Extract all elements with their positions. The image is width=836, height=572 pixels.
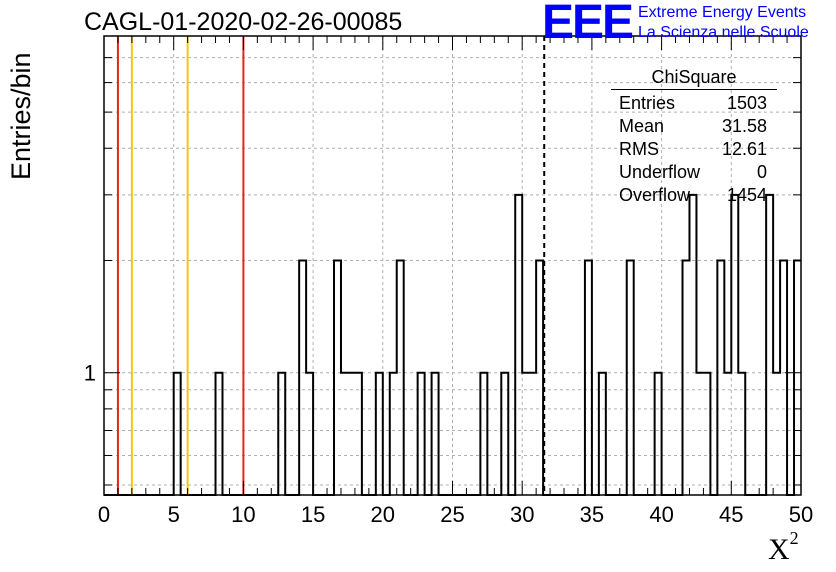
histogram-bin <box>432 373 439 495</box>
stats-value: 1503 <box>726 93 767 113</box>
histogram-bin <box>529 373 536 495</box>
histogram-bin <box>216 373 223 495</box>
stats-box-title: ChiSquare <box>611 67 777 90</box>
stats-row-overflow: Overflow 1454 <box>611 184 777 207</box>
eee-logo-mark: EEE <box>542 0 634 49</box>
stats-value: 31.58 <box>721 116 767 136</box>
histogram-bin <box>703 373 710 495</box>
x-axis-label: X2 <box>768 528 799 567</box>
stats-row-mean: Mean 31.58 <box>611 115 777 138</box>
histogram-bin <box>355 373 362 495</box>
histogram-bin <box>780 260 787 495</box>
chart-title: CAGL-01-2020-02-26-00085 <box>84 8 403 36</box>
x-tick-label: 5 <box>168 502 180 527</box>
histogram-bin <box>655 373 662 495</box>
x-tick-label: 25 <box>440 502 464 527</box>
y-axis-label: Entries/bin <box>6 52 36 180</box>
stats-value: 12.61 <box>721 139 767 159</box>
x-tick-label: 0 <box>98 502 110 527</box>
histogram-bin <box>731 195 738 495</box>
stats-row-underflow: Underflow 0 <box>611 161 777 184</box>
stats-label: Mean <box>619 116 665 136</box>
histogram-bin <box>341 373 348 495</box>
stats-label: Entries <box>619 93 676 113</box>
histogram-bin <box>627 260 634 495</box>
x-tick-label: 15 <box>301 502 325 527</box>
x-tick-label: 45 <box>719 502 743 527</box>
stats-value: 0 <box>756 162 767 182</box>
x-tick-label: 35 <box>580 502 604 527</box>
histogram-bin <box>683 260 690 495</box>
histogram-bin <box>724 373 731 495</box>
histogram-bin <box>278 373 285 495</box>
histogram-bin <box>585 260 592 495</box>
histogram-bin <box>306 373 313 495</box>
x-tick-label: 20 <box>371 502 395 527</box>
histogram-bin <box>299 260 306 495</box>
stats-box: ChiSquare Entries 1503 Mean 31.58 RMS 12.61… <box>611 67 777 207</box>
stats-label: Overflow <box>619 185 691 205</box>
histogram-bin <box>738 373 745 495</box>
histogram-bin <box>536 260 543 495</box>
histogram-bin <box>599 373 606 495</box>
logo-line-2: La Scienza nelle Scuole <box>638 24 809 41</box>
histogram-bin <box>174 373 181 495</box>
stats-value: 1454 <box>726 185 767 205</box>
histogram-bin <box>501 373 508 495</box>
histogram-bin <box>689 195 696 495</box>
y-tick-label: 1 <box>84 361 96 386</box>
logo-line-1: Extreme Energy Events <box>638 4 807 21</box>
x-tick-label: 10 <box>231 502 255 527</box>
histogram-bin <box>773 373 780 495</box>
x-tick-label: 50 <box>789 502 813 527</box>
histogram-bin <box>794 260 801 495</box>
histogram-bin <box>717 260 724 495</box>
histogram-bin <box>334 260 341 495</box>
histogram-bin <box>522 373 529 495</box>
x-tick-label: 30 <box>510 502 534 527</box>
histogram-bin <box>696 373 703 495</box>
histogram-bin <box>515 195 522 495</box>
eee-logo-text: Extreme Energy Events La Scienza nelle S… <box>638 3 809 43</box>
x-axis-label-superscript: 2 <box>789 528 799 548</box>
histogram-bin <box>348 373 355 495</box>
histogram-bin <box>397 260 404 495</box>
stats-row-entries: Entries 1503 <box>611 92 777 115</box>
histogram-bin <box>480 373 487 495</box>
histogram-bin <box>766 195 773 495</box>
histogram-bin <box>376 373 383 495</box>
histogram-bin <box>390 373 397 495</box>
x-axis-label-base: X <box>768 533 790 566</box>
histogram-bin <box>418 373 425 495</box>
x-tick-label: 40 <box>649 502 673 527</box>
stats-label: RMS <box>619 139 659 159</box>
stats-row-rms: RMS 12.61 <box>611 138 777 161</box>
stats-label: Underflow <box>619 162 701 182</box>
